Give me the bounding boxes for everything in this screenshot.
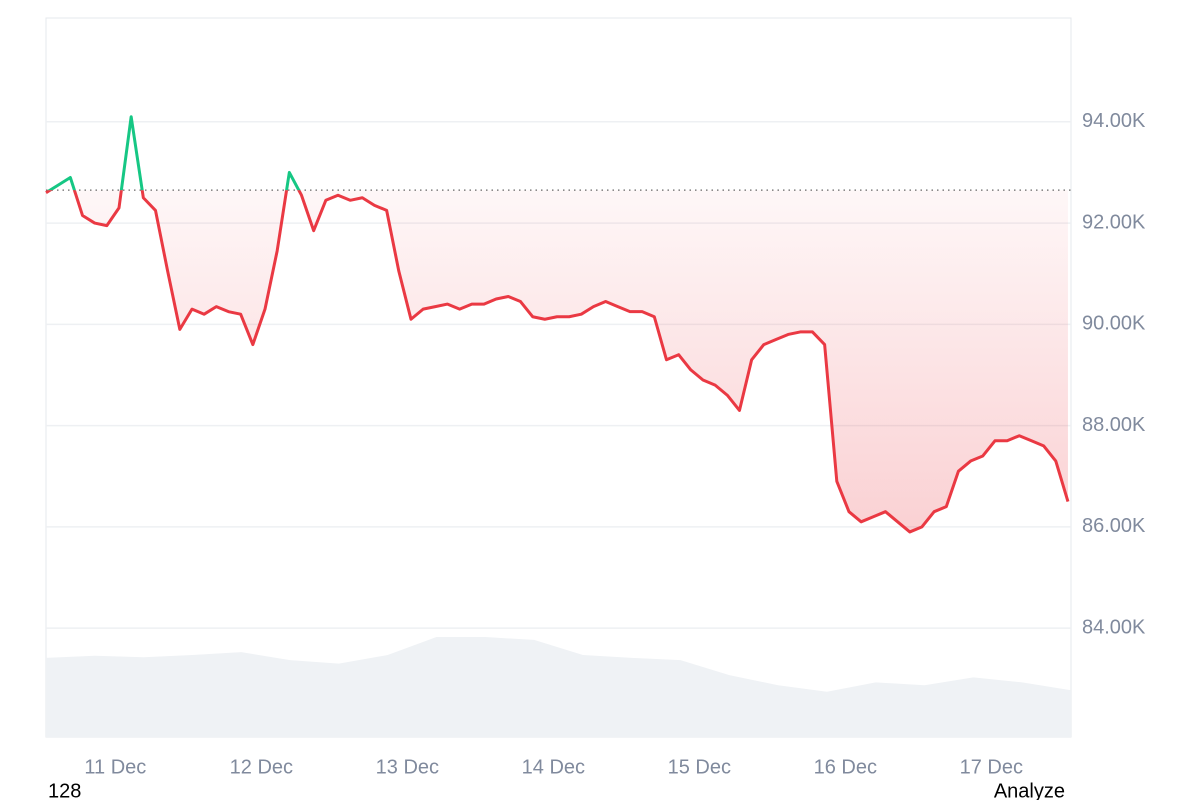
x-tick-label: 11 Dec bbox=[84, 756, 146, 778]
price-line-below bbox=[45, 190, 1070, 534]
analyze-button[interactable]: Analyze bbox=[994, 780, 1065, 800]
y-tick-label: 88.00K bbox=[1082, 414, 1146, 436]
x-tick-label: 16 Dec bbox=[814, 756, 877, 778]
y-tick-label: 94.00K bbox=[1082, 110, 1146, 132]
x-tick-label: 15 Dec bbox=[668, 756, 731, 778]
y-tick-label: 92.00K bbox=[1082, 211, 1146, 233]
y-tick-label: 86.00K bbox=[1082, 515, 1146, 537]
x-tick-label: 14 Dec bbox=[522, 756, 585, 778]
volume-area bbox=[46, 637, 1071, 737]
x-tick-label: 17 Dec bbox=[960, 756, 1023, 778]
footer-count: 128 bbox=[48, 780, 81, 800]
x-tick-label: 13 Dec bbox=[376, 756, 439, 778]
loss-area bbox=[46, 190, 1068, 532]
x-tick-label: 12 Dec bbox=[230, 756, 293, 778]
y-tick-label: 84.00K bbox=[1082, 616, 1146, 638]
y-tick-label: 90.00K bbox=[1082, 313, 1146, 335]
